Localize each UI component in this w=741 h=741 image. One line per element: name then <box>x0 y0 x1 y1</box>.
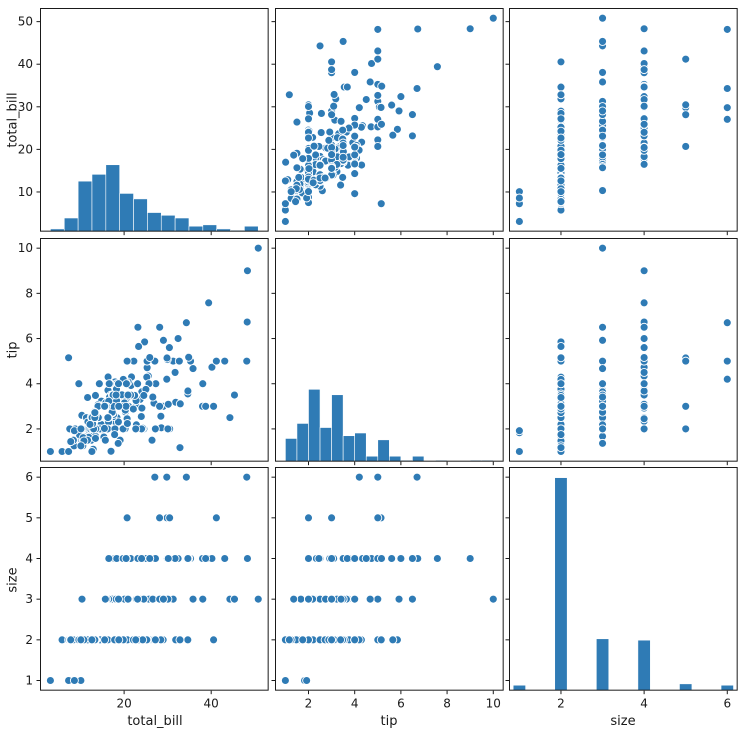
svg-text:30: 30 <box>18 100 33 114</box>
subplot-grid: 10 20 30 40 50 2 4 6 8 10 20 40 1 2 3 4 5 6 2 4 6 8 10 2 4 6 <box>18 8 738 711</box>
svg-text:6: 6 <box>397 697 405 711</box>
subplot-cell: 2 4 6 8 10 <box>18 237 269 465</box>
y-axis-label-size: size <box>5 567 21 593</box>
svg-text:20: 20 <box>18 142 33 156</box>
svg-text:2: 2 <box>25 422 33 436</box>
scatter-tip-vs-total-bill: 2 4 6 8 10 <box>18 237 269 465</box>
svg-text:4: 4 <box>351 697 359 711</box>
svg-text:8: 8 <box>443 697 451 711</box>
svg-text:40: 40 <box>204 697 219 711</box>
subplot-cell: 20 40 1 2 3 4 5 6 <box>25 467 269 711</box>
scatter-size-vs-tip: 2 4 6 8 10 <box>271 467 504 711</box>
subplot-cell <box>505 8 738 236</box>
x-axis-label-size: size <box>610 714 636 729</box>
scatter-total-bill-vs-tip <box>271 8 504 236</box>
svg-text:6: 6 <box>25 331 33 345</box>
subplot-cell <box>271 237 504 465</box>
subplot-cell <box>271 8 504 236</box>
hist-total-bill: 10 20 30 40 50 <box>18 8 269 236</box>
svg-text:50: 50 <box>18 15 33 29</box>
svg-text:6: 6 <box>25 470 33 484</box>
scatter-tip-vs-size <box>505 237 738 465</box>
svg-text:4: 4 <box>25 376 33 390</box>
svg-text:10: 10 <box>18 185 33 199</box>
svg-text:10: 10 <box>485 697 500 711</box>
svg-text:10: 10 <box>18 241 33 255</box>
svg-text:2: 2 <box>557 697 565 711</box>
svg-text:1: 1 <box>25 674 33 688</box>
svg-text:3: 3 <box>25 592 33 606</box>
svg-text:2: 2 <box>304 697 312 711</box>
subplot-cell: 10 20 30 40 50 <box>18 8 269 236</box>
hist-size: 2 4 6 <box>505 467 738 711</box>
x-axis-label-tip: tip <box>380 714 398 729</box>
svg-text:8: 8 <box>25 286 33 300</box>
subplot-cell: 2 4 6 8 10 <box>271 467 504 711</box>
svg-text:40: 40 <box>18 57 33 71</box>
y-axis-label-tip: tip <box>5 341 21 359</box>
scatter-total-bill-vs-size <box>505 8 738 236</box>
x-axis-label-total-bill: total_bill <box>127 714 183 729</box>
subplot-cell <box>505 237 738 465</box>
svg-text:4: 4 <box>25 552 33 566</box>
svg-text:2: 2 <box>25 633 33 647</box>
scatter-size-vs-total-bill: 20 40 1 2 3 4 5 6 <box>25 467 269 711</box>
subplot-cell: 2 4 6 <box>505 467 738 711</box>
hist-tip <box>271 237 504 465</box>
svg-text:4: 4 <box>641 697 649 711</box>
svg-text:6: 6 <box>724 697 732 711</box>
svg-text:20: 20 <box>116 697 131 711</box>
svg-text:5: 5 <box>25 511 33 525</box>
